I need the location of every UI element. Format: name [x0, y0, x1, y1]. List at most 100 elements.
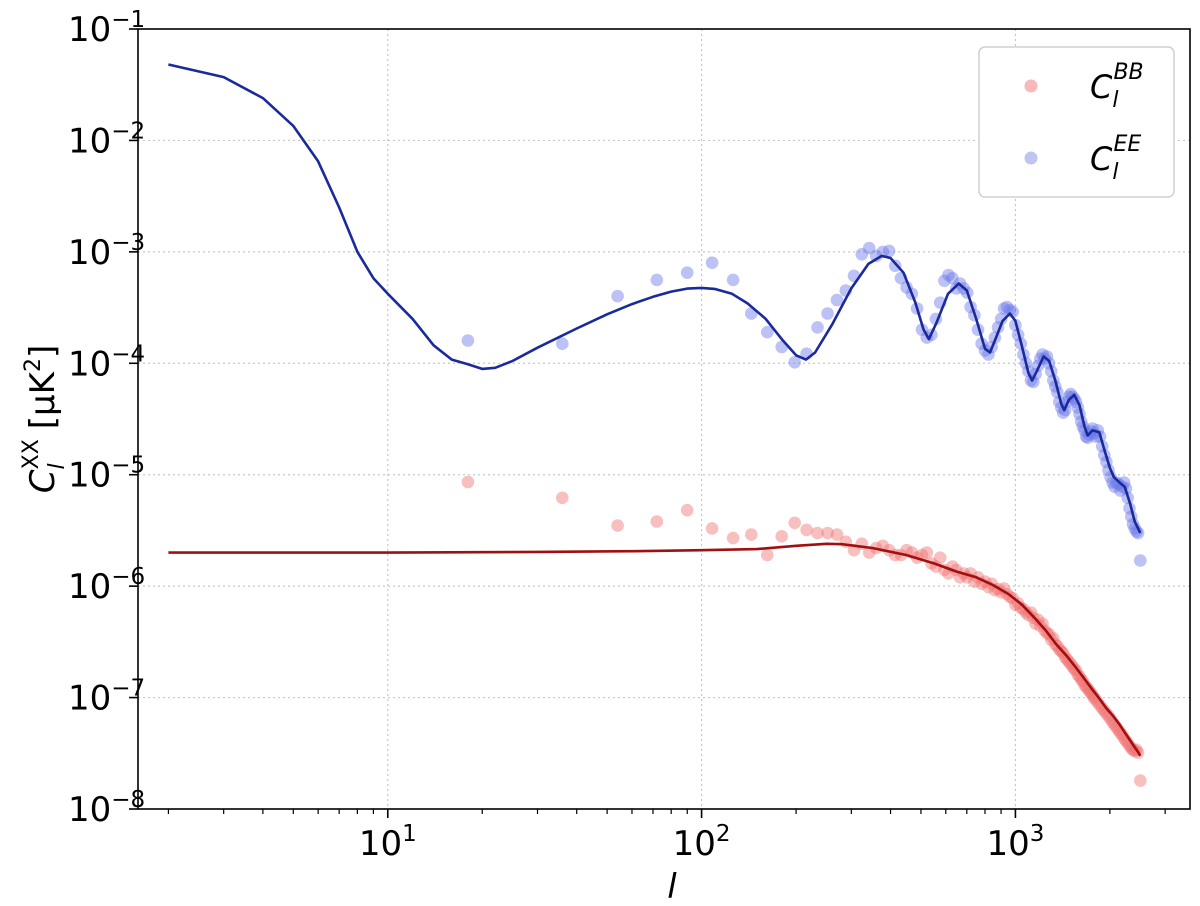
data-point-bb: [1073, 670, 1086, 683]
y-tick-label: 10−7: [68, 676, 145, 719]
data-point-ee: [946, 271, 959, 285]
data-point-ee: [830, 293, 844, 307]
y-tick-label: 10−1: [68, 7, 145, 50]
y-tick-label: 10−6: [68, 564, 145, 607]
data-point-bb: [650, 515, 664, 528]
data-point-ee: [821, 307, 834, 320]
data-point-ee: [611, 289, 624, 303]
x-tick-label: 102: [673, 821, 731, 864]
data-point-bb: [1134, 774, 1147, 787]
data-point-ee: [1134, 554, 1147, 567]
data-point-bb: [705, 522, 719, 535]
x-tick-label: 103: [986, 821, 1044, 864]
data-point-ee: [855, 248, 869, 261]
series-line-bb: [168, 542, 1142, 757]
data-point-bb: [800, 523, 813, 537]
plot-area: [168, 63, 1147, 787]
data-point-ee: [1117, 476, 1131, 489]
data-point-ee: [1056, 406, 1070, 420]
data-point-bb: [1058, 651, 1072, 664]
data-point-ee: [1040, 350, 1054, 363]
legend-marker-ee: [1024, 151, 1038, 165]
data-point-bb: [761, 548, 774, 562]
data-point-ee: [1087, 427, 1101, 440]
data-point-bb: [1071, 668, 1085, 682]
data-point-bb: [1074, 673, 1088, 686]
legend-marker-bb: [1024, 79, 1038, 93]
data-point-ee: [556, 337, 569, 351]
data-point-bb: [1060, 653, 1074, 666]
data-point-bb: [461, 475, 475, 489]
y-tick-label: 10−5: [68, 453, 145, 496]
data-point-bb: [788, 516, 801, 530]
ticks: [129, 28, 1166, 818]
data-point-ee: [1130, 525, 1143, 538]
data-point-bb: [830, 528, 844, 541]
svg-text:ClXX[μK2]: ClXX[μK2]: [19, 345, 70, 494]
y-tick-label: 10−4: [68, 341, 145, 384]
data-point-ee: [705, 256, 719, 270]
data-point-ee: [1110, 476, 1123, 489]
legend: ClBB ClEE: [978, 46, 1175, 198]
data-point-ee: [1064, 387, 1077, 401]
data-point-ee: [1062, 390, 1076, 404]
data-point-ee: [1108, 480, 1121, 494]
y-axis-title: ClXX[μK2]: [19, 345, 70, 494]
legend-label-ee: ClEE: [1090, 132, 1141, 185]
data-point-ee: [1081, 431, 1094, 445]
data-point-ee: [680, 266, 694, 280]
plot-frame: [137, 28, 1191, 810]
data-point-bb: [933, 551, 947, 564]
data-point-ee: [1112, 478, 1125, 491]
data-point-ee: [1131, 526, 1145, 540]
data-point-ee: [1003, 303, 1017, 317]
y-tick-label: 10−8: [68, 787, 145, 830]
data-point-ee: [869, 249, 883, 263]
data-point-bb: [821, 526, 834, 540]
data-point-bb: [1062, 655, 1076, 668]
data-point-ee: [938, 274, 951, 288]
data-point-bb: [680, 503, 694, 517]
legend-box: [978, 46, 1175, 198]
data-point-bb: [1019, 606, 1033, 619]
data-point-bb: [556, 491, 569, 505]
x-tick-label: 101: [359, 821, 417, 864]
data-point-bb: [775, 530, 788, 543]
data-point-bb: [726, 531, 740, 545]
data-point-bb: [920, 546, 934, 559]
y-tick-label: 10−2: [68, 118, 145, 161]
data-point-ee: [994, 312, 1008, 326]
data-point-ee: [811, 321, 824, 334]
x-axis-title: l: [667, 867, 677, 906]
tick-labels: 101 102 103 10−1 10−2 10−3 10−4 10−5 10−6 10−7 10−…: [68, 7, 1044, 864]
data-point-bb: [1022, 608, 1035, 622]
data-point-ee: [788, 356, 801, 369]
data-point-ee: [1000, 300, 1014, 314]
data-point-ee: [882, 244, 896, 258]
data-point-bb: [1017, 603, 1030, 616]
data-point-bb: [997, 582, 1011, 595]
data-point-bb: [745, 528, 758, 541]
data-point-ee: [997, 302, 1011, 315]
data-point-ee: [726, 273, 740, 287]
y-tick-label: 10−3: [68, 230, 145, 273]
data-point-ee: [862, 241, 876, 255]
data-point-bb: [1076, 675, 1090, 688]
data-point-bb: [1066, 660, 1079, 673]
data-point-ee: [761, 325, 774, 339]
data-point-ee: [978, 344, 992, 357]
data-point-ee: [942, 268, 955, 282]
data-point-bb: [1064, 657, 1077, 671]
data-point-bb: [1128, 744, 1141, 758]
data-point-ee: [650, 273, 664, 287]
data-point-bb: [611, 519, 624, 532]
data-point-ee: [461, 334, 475, 347]
data-point-ee: [1114, 484, 1127, 497]
data-point-bb: [1126, 743, 1140, 757]
legend-label-bb: ClBB: [1090, 60, 1144, 113]
data-point-bb: [1068, 662, 1081, 676]
data-point-bb: [1036, 617, 1049, 630]
data-point-bb: [811, 526, 824, 540]
data-point-ee: [888, 259, 902, 273]
